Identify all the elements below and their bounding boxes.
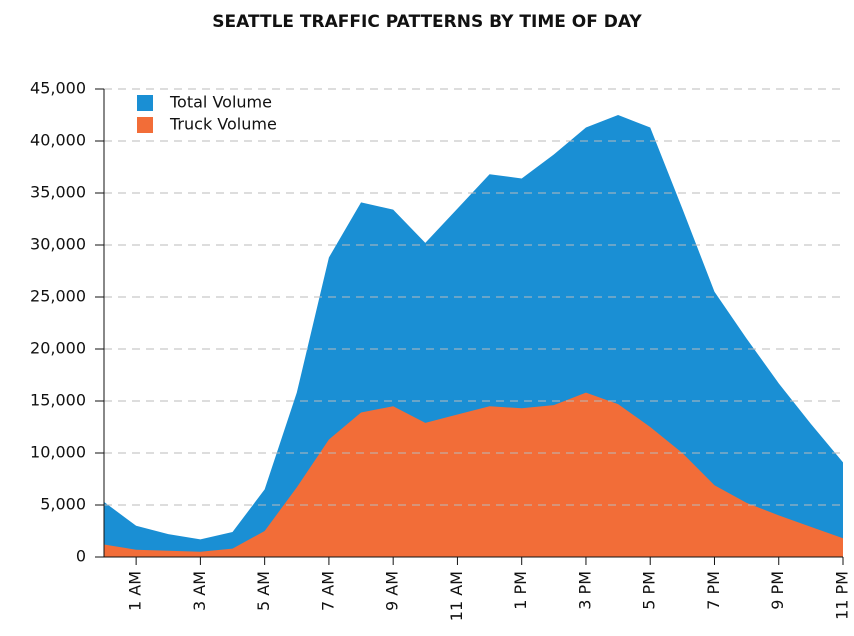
- x-tick-label: 1 PM: [511, 571, 530, 610]
- x-tick-label: 5 AM: [254, 571, 273, 611]
- y-tick-label: 0: [76, 547, 86, 566]
- legend-swatch: [137, 95, 153, 111]
- y-tick-label: 45,000: [30, 79, 86, 98]
- x-tick-label: 3 PM: [575, 571, 594, 610]
- legend-swatch: [137, 117, 153, 133]
- y-tick-label: 20,000: [30, 339, 86, 358]
- legend-label: Truck Volume: [169, 115, 277, 134]
- x-tick-label: 5 PM: [640, 571, 659, 610]
- y-tick-label: 10,000: [30, 443, 86, 462]
- x-tick-label: 9 PM: [768, 571, 787, 610]
- x-tick-label: 9 AM: [383, 571, 402, 611]
- y-tick-label: 15,000: [30, 391, 86, 410]
- x-tick-label: 7 AM: [318, 571, 337, 611]
- x-tick-label: 11 PM: [833, 571, 852, 620]
- area: [104, 392, 843, 557]
- chart-title: SEATTLE TRAFFIC PATTERNS BY TIME OF DAY: [212, 12, 642, 32]
- y-tick-label: 40,000: [30, 131, 86, 150]
- y-tick-label: 30,000: [30, 235, 86, 254]
- x-tick-label: 11 AM: [447, 571, 466, 621]
- y-tick-label: 25,000: [30, 287, 86, 306]
- x-tick-label: 3 AM: [190, 571, 209, 611]
- x-tick-label: 7 PM: [704, 571, 723, 610]
- x-tick-label: 1 AM: [126, 571, 145, 611]
- y-tick-label: 35,000: [30, 183, 86, 202]
- legend-label: Total Volume: [169, 93, 272, 112]
- y-tick-label: 5,000: [40, 495, 86, 514]
